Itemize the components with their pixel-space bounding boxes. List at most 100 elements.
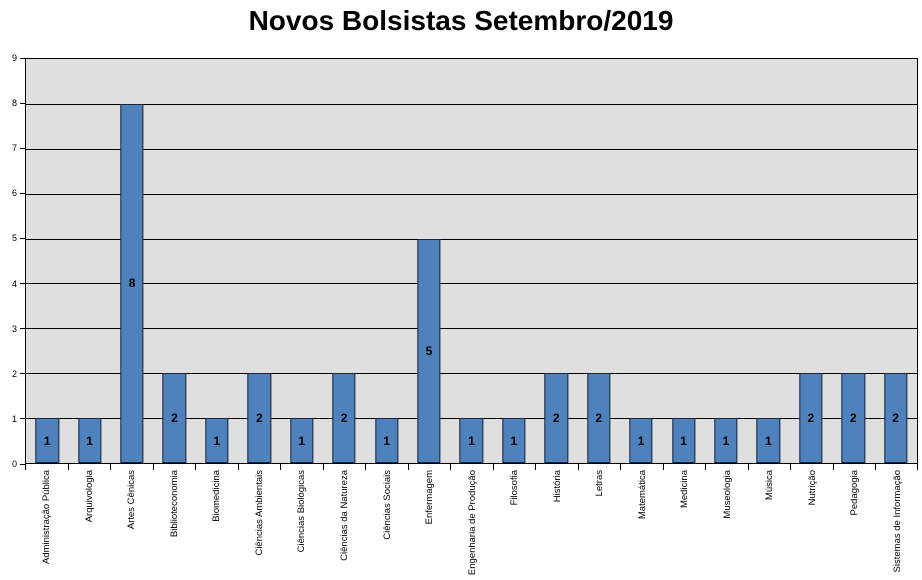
x-category-cell: Ciências Sociais [365, 470, 408, 578]
chart-title: Novos Bolsistas Setembro/2019 [248, 5, 674, 36]
x-category-cell: Filosofia [493, 470, 536, 578]
bar-column: 8 [111, 59, 153, 463]
x-tick-mark [152, 463, 154, 470]
x-category-cell: Biomedicina [195, 470, 238, 578]
bar: 1 [629, 418, 653, 463]
x-tick-mark [832, 463, 834, 470]
x-category-label: Artes Cênicas [126, 470, 138, 530]
plot-area: 1 1 8 2 1 2 1 2 1 5 1 1 2 2 1 1 1 1 2 2 2 [25, 58, 918, 464]
bar-data-label: 2 [340, 411, 348, 426]
bar: 1 [35, 418, 59, 463]
x-tick-mark [25, 463, 26, 470]
bar-data-label: 1 [468, 433, 475, 448]
bar: 2 [247, 373, 271, 463]
y-tick-label: 7 [11, 143, 17, 154]
bar-data-label: 5 [425, 343, 433, 358]
y-axis-ticks [20, 57, 25, 465]
x-category-cell: Ciências Ambientais [238, 470, 281, 578]
x-category-cell: Matemática [620, 470, 663, 578]
bar-data-label: 1 [43, 433, 51, 448]
bar-data-label: 2 [807, 411, 815, 426]
x-category-label: Museologia [721, 470, 733, 519]
x-category-label: Sistemas de Informação [891, 470, 903, 573]
bar-column: 2 [577, 59, 619, 463]
x-tick-mark [747, 463, 749, 470]
bar-data-label: 1 [680, 433, 687, 448]
bar-data-label: 1 [383, 433, 390, 448]
x-tick-mark [280, 463, 282, 470]
bar-columns: 1 1 8 2 1 2 1 2 1 5 1 1 2 2 1 1 1 1 2 2 2 [26, 59, 917, 463]
gridline [26, 103, 917, 105]
y-tick-mark [20, 57, 25, 59]
y-tick-label: 1 [11, 413, 17, 424]
y-tick-mark [20, 192, 25, 194]
y-tick-label: 6 [11, 188, 17, 199]
bar: 1 [671, 418, 696, 463]
x-category-label: Medicina [679, 470, 691, 509]
x-category-label: Enfermagem [424, 470, 436, 525]
x-category-cell: Engenharia de Produção [450, 470, 493, 578]
x-category-label: Ciências Ambientais [253, 470, 265, 556]
x-tick-mark [790, 463, 792, 470]
x-category-label: Ciências Biológicas [296, 470, 308, 553]
bar-column: 2 [153, 59, 195, 463]
bar-data-label: 2 [255, 411, 263, 426]
bar: 8 [120, 103, 144, 463]
x-category-cell: Biblioteconomia [153, 470, 196, 578]
bar: 2 [332, 373, 356, 463]
bar-data-label: 1 [298, 433, 306, 448]
bar-data-label: 1 [637, 433, 645, 448]
x-category-cell: Enfermagem [408, 470, 451, 578]
x-category-label: Música [764, 470, 776, 501]
bar: 1 [374, 418, 399, 463]
y-tick-label: 0 [11, 459, 17, 469]
x-tick-mark [67, 463, 69, 470]
bar: 2 [544, 373, 568, 463]
y-tick-mark [20, 283, 25, 285]
x-category-label: Administração Pública [41, 470, 53, 564]
bar-data-label: 1 [722, 433, 730, 448]
bar-column: 5 [408, 59, 450, 463]
x-category-cell: Ciências Biológicas [280, 470, 323, 578]
gridline [26, 148, 917, 150]
y-tick-mark [20, 373, 25, 375]
x-tick-mark [492, 463, 494, 470]
bar: 2 [841, 373, 865, 463]
bar-column: 1 [68, 59, 110, 463]
bar-data-label: 1 [86, 433, 93, 448]
bar: 1 [290, 418, 314, 463]
y-axis-labels: 0 1 2 3 4 5 6 7 8 9 [0, 53, 17, 469]
bar-column: 1 [365, 59, 407, 463]
gridline [26, 328, 917, 330]
bar-column: 2 [238, 59, 280, 463]
x-category-cell: Nutrição [791, 470, 834, 578]
y-tick-label: 4 [11, 278, 17, 289]
x-tick-mark [322, 463, 324, 470]
bar: 2 [162, 373, 187, 463]
bar-column: 1 [281, 59, 323, 463]
bar: 2 [587, 373, 611, 463]
bar-column: 1 [493, 59, 535, 463]
x-category-label: Ciências da Natureza [338, 470, 350, 561]
y-tick-label: 3 [11, 323, 17, 334]
x-axis-labels: Administração Pública Arquivologia Artes C… [25, 470, 918, 578]
y-tick-label: 8 [11, 98, 17, 109]
x-category-cell: Museologia [706, 470, 749, 578]
x-category-cell: Arquivologia [68, 470, 111, 578]
y-tick-mark [20, 418, 25, 420]
x-tick-mark [237, 463, 239, 470]
x-tick-mark [917, 463, 918, 470]
y-tick-mark [20, 328, 25, 330]
x-category-cell: Ciências da Natureza [323, 470, 366, 578]
x-category-cell: Artes Cênicas [110, 470, 153, 578]
x-category-cell: Pedagogia [833, 470, 876, 578]
x-tick-mark [365, 463, 367, 470]
bar-column: 1 [196, 59, 238, 463]
bar: 2 [883, 373, 908, 463]
bar: 1 [205, 418, 229, 463]
x-category-label: Pedagogia [849, 470, 861, 516]
x-category-label: Biomedicina [211, 470, 223, 522]
bar-column: 1 [662, 59, 704, 463]
x-tick-mark [407, 463, 409, 470]
